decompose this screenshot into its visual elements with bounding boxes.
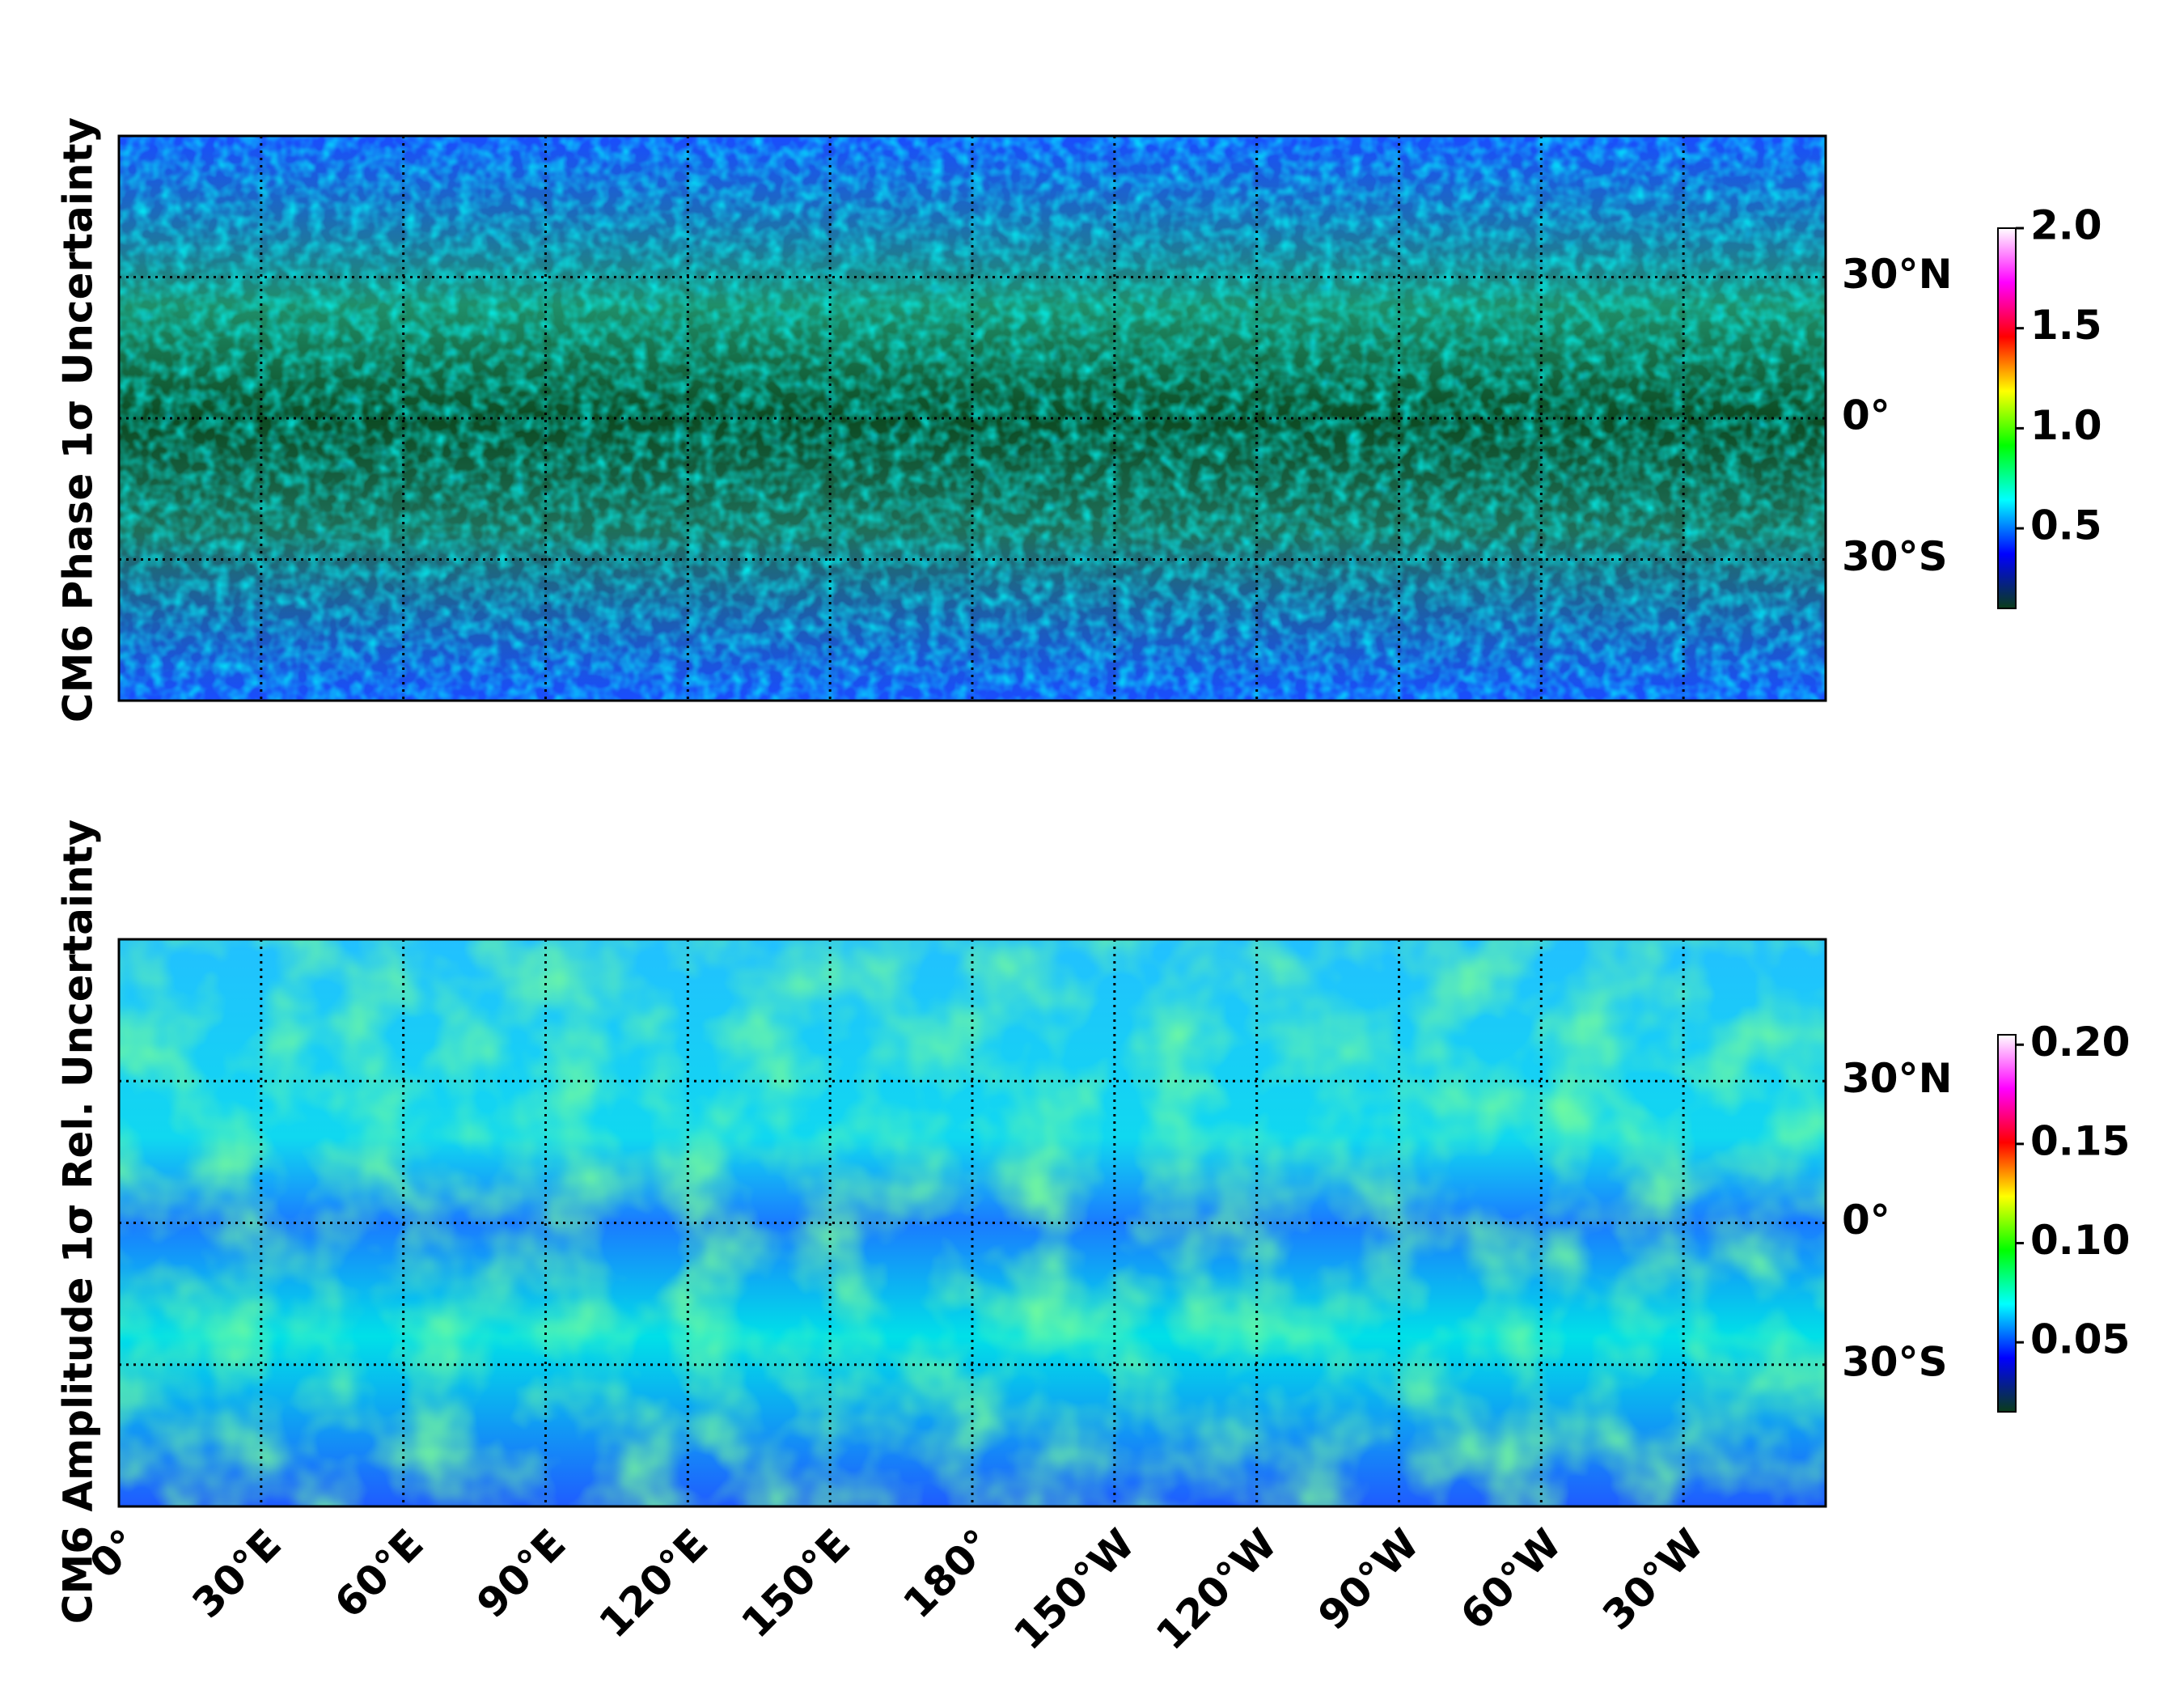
- lat-tick-label: 30°N: [1842, 1055, 1952, 1102]
- y-axis-label: CM6 Amplitude 1σ Rel. Uncertainty: [55, 820, 102, 1624]
- colorbar-tick-label: 0.15: [2030, 1117, 2130, 1164]
- colorbar-tick-label: 1.0: [2030, 402, 2102, 449]
- colorbar-tick-label: 0.20: [2030, 1019, 2130, 1066]
- lon-tick-label: 90°E: [468, 1520, 574, 1627]
- lon-tick-label: 90°W: [1310, 1520, 1428, 1639]
- y-axis-label: CM6 Phase 1σ Uncertainty: [55, 117, 102, 722]
- lon-tick-label: 180°: [895, 1520, 1001, 1627]
- colorbar-tick-label: 2.0: [2030, 202, 2102, 249]
- lat-tick-label: 0°: [1842, 1197, 1890, 1244]
- lon-tick-label: 150°E: [733, 1520, 860, 1647]
- colorbar: [1997, 227, 2017, 609]
- colorbar-tick-label: 0.5: [2030, 502, 2102, 549]
- lat-tick-label: 30°N: [1842, 251, 1952, 298]
- colorbar: [1997, 1034, 2017, 1413]
- lon-tick-label: 30°W: [1594, 1520, 1712, 1639]
- colorbar-tick-label: 1.5: [2030, 302, 2102, 349]
- colorbar-tick-label: 0.10: [2030, 1217, 2130, 1264]
- map-frame: [117, 134, 1827, 702]
- lon-tick-label: 30°E: [184, 1520, 290, 1627]
- lon-tick-label: 150°W: [1005, 1520, 1143, 1659]
- lon-tick-label: 120°E: [590, 1520, 717, 1647]
- lon-tick-label: 60°W: [1451, 1520, 1570, 1639]
- map-frame: [117, 938, 1827, 1508]
- lon-tick-label: 120°W: [1147, 1520, 1285, 1659]
- lat-tick-label: 0°: [1842, 392, 1890, 439]
- lon-tick-label: 60°E: [326, 1520, 433, 1627]
- lat-tick-label: 30°S: [1842, 533, 1948, 580]
- colorbar-tick-label: 0.05: [2030, 1316, 2130, 1363]
- lat-tick-label: 30°S: [1842, 1338, 1948, 1385]
